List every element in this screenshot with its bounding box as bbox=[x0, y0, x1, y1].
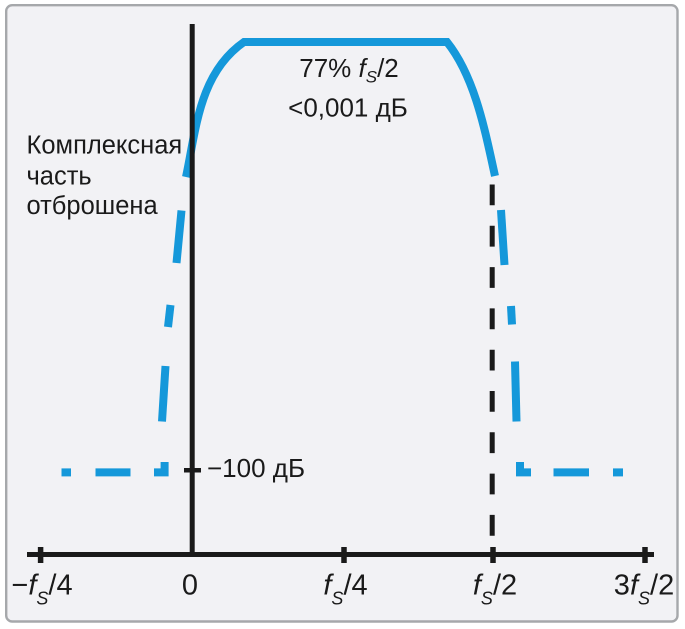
svg-text:fS/4: fS/4 bbox=[323, 570, 367, 609]
svg-text:часть: часть bbox=[27, 163, 92, 191]
svg-text:Комплексная: Комплексная bbox=[27, 132, 183, 160]
svg-text:отброшена: отброшена bbox=[27, 192, 159, 220]
svg-text:77% fS/2: 77% fS/2 bbox=[299, 53, 399, 87]
svg-text:−100 дБ: −100 дБ bbox=[207, 453, 305, 483]
svg-text:<0,001 дБ: <0,001 дБ bbox=[288, 93, 408, 123]
svg-text:0: 0 bbox=[182, 570, 198, 602]
svg-text:fS/2: fS/2 bbox=[473, 570, 517, 609]
